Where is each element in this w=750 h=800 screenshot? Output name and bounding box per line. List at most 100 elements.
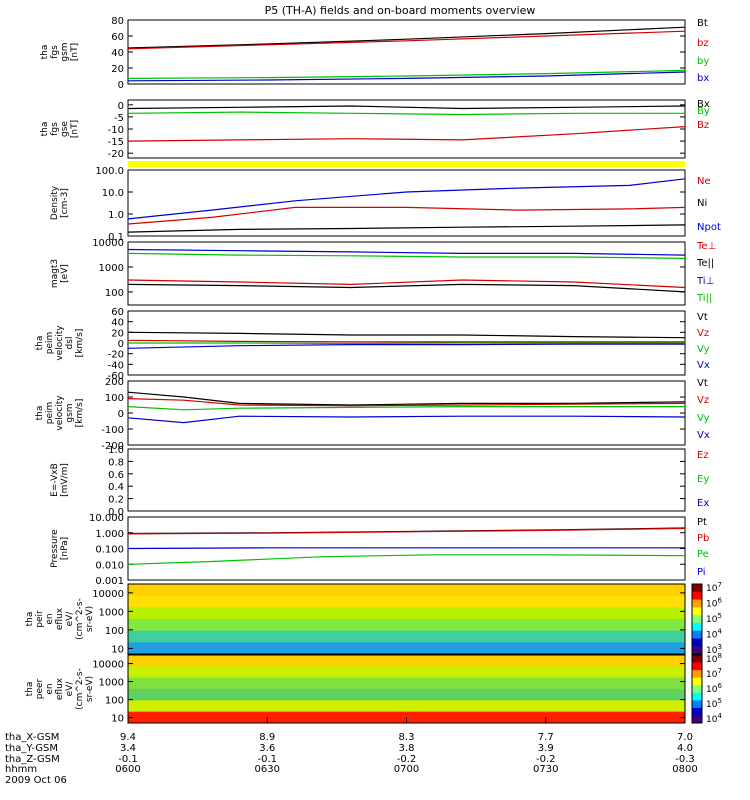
x-axis-value: -0.2	[536, 754, 556, 765]
spectrogram-band	[128, 642, 685, 655]
x-axis-value: 0600	[115, 764, 140, 775]
series-line-bx	[127, 105, 686, 110]
spectrogram-band	[128, 700, 685, 713]
y-axis-label-line: tha	[40, 122, 50, 137]
y-axis-label-line: tha	[40, 45, 50, 60]
legend-entry-ez: Ez	[697, 450, 709, 461]
y-axis-label-line: fgs	[50, 45, 60, 59]
y-tick-label: 10000	[92, 660, 124, 671]
y-tick-label: 0	[118, 80, 124, 91]
y-axis-label-line: [nT]	[70, 120, 80, 138]
y-tick-label: 100	[105, 393, 124, 404]
y-tick-label: 1.0	[108, 210, 124, 221]
series-line-vy	[127, 406, 685, 411]
y-axis-label-line: peim	[45, 402, 55, 425]
y-axis-label-line: magt3	[50, 259, 60, 288]
y-tick-label: 0	[118, 101, 124, 112]
colorbar-segment	[692, 677, 702, 686]
y-tick-label: 10	[111, 714, 124, 725]
colorbar-tick-label: 107	[706, 667, 722, 680]
y-tick-label: 10.000	[89, 513, 124, 524]
x-axis-value: 8.9	[259, 732, 275, 743]
panel-7: 1.00.8 0.60.4 0.20.0 E=-VxB [mV/m] Ez Ey Ex	[50, 445, 709, 518]
x-axis-value: 0700	[394, 764, 419, 775]
y-tick-label: -15	[108, 137, 124, 148]
colorbar-tick-label: 104	[706, 712, 722, 725]
x-axis-value: 0630	[255, 764, 280, 775]
y-tick-label: 1.0	[108, 445, 124, 456]
x-axis-value: 0800	[672, 764, 697, 775]
y-axis-label-line: peer	[35, 678, 45, 699]
y-axis-label-line: [mV/m]	[60, 463, 70, 497]
series-line-bz	[127, 30, 686, 50]
colorbar-tick-label: 107	[706, 581, 722, 594]
legend-entry-vy: Vy	[697, 413, 710, 424]
x-axis-value: -0.3	[675, 754, 695, 765]
y-axis-label-line: [km/s]	[75, 329, 85, 358]
legend-entry-vt: Vt	[697, 378, 708, 389]
y-tick-label: 10	[111, 644, 124, 655]
panel-3: 100.0 10.0 1.0 0.1 Density [cm-3] Ne Ni Npot	[50, 166, 721, 243]
panel-frame	[127, 99, 686, 159]
y-tick-label: 0.6	[108, 470, 124, 481]
legend-entry-pe: Pe	[697, 549, 709, 560]
series-line-ni	[127, 224, 686, 233]
series-line-te	[127, 279, 686, 289]
spectrogram-band	[128, 595, 685, 608]
colorbar-segment	[692, 630, 702, 639]
series-line-vt	[127, 331, 686, 339]
y-tick-label: 0.0	[108, 507, 124, 518]
series-line-vt	[127, 391, 686, 406]
legend-entry-bt: Bt	[697, 18, 708, 29]
y-tick-label: 40	[111, 318, 124, 329]
colorbar-tick-label: 104	[706, 628, 722, 641]
panel-8: 10.000 1.000 0.100 0.010 0.001 Pressure [nPa] P…	[50, 513, 709, 587]
legend-entry-bz: bz	[697, 38, 709, 49]
time-axis-group: tha_X-GSM 9.4 8.9 8.3 7.7 7.0 tha_Y-GSM 3.4 3.6 3…	[5, 717, 698, 786]
x-axis-row-label: tha_Y-GSM	[5, 743, 58, 754]
y-axis-label-line: en	[45, 613, 55, 624]
y-axis-label-line: eflux	[55, 607, 65, 630]
spectrogram-band	[128, 689, 685, 701]
colorbar-frame	[691, 583, 703, 655]
y-tick-label: 0.001	[95, 576, 124, 587]
y-axis-label-line: eflux	[55, 677, 65, 700]
legend-entry-by: By	[697, 106, 710, 117]
series-line-pe	[127, 554, 686, 565]
y-tick-label: -20	[108, 350, 124, 361]
y-tick-label: 200	[105, 377, 124, 388]
series-line-bz	[127, 126, 686, 142]
y-axis-label-line: tha	[25, 682, 35, 697]
series-line-vz	[127, 398, 686, 407]
y-tick-label: -20	[108, 149, 124, 160]
series-line-vx	[127, 343, 685, 349]
y-tick-label: -10	[108, 125, 124, 136]
y-tick-label: 1.000	[95, 529, 124, 540]
legend-entry-bx: bx	[697, 73, 709, 84]
series-line-ti	[127, 248, 686, 256]
spectrogram-band	[128, 630, 685, 643]
colorbar-segment	[692, 707, 702, 716]
series-line-by	[127, 69, 686, 79]
y-axis-label-line: peim	[45, 332, 55, 355]
spectrogram-band	[128, 584, 685, 597]
series-line-pb	[127, 527, 686, 535]
legend-entry-vy: Vy	[697, 344, 710, 355]
x-axis-value: 3.9	[538, 743, 554, 754]
colorbar-segment	[692, 655, 702, 664]
y-axis-label-line: gsm	[60, 42, 70, 61]
y-tick-label: 20	[111, 64, 124, 75]
y-tick-label: 0.010	[95, 560, 124, 571]
colorbar-segment	[692, 685, 702, 694]
x-axis-row-label: tha_Z-GSM	[5, 754, 60, 765]
panel-frame	[127, 448, 686, 512]
y-tick-label: 100	[105, 696, 124, 707]
spectrogram-band	[128, 619, 685, 632]
y-tick-label: -200	[101, 441, 124, 452]
y-tick-label: 80	[111, 16, 124, 27]
colorbar-tick-label: 105	[706, 697, 722, 710]
colorbar-tick-label: 106	[706, 682, 722, 695]
